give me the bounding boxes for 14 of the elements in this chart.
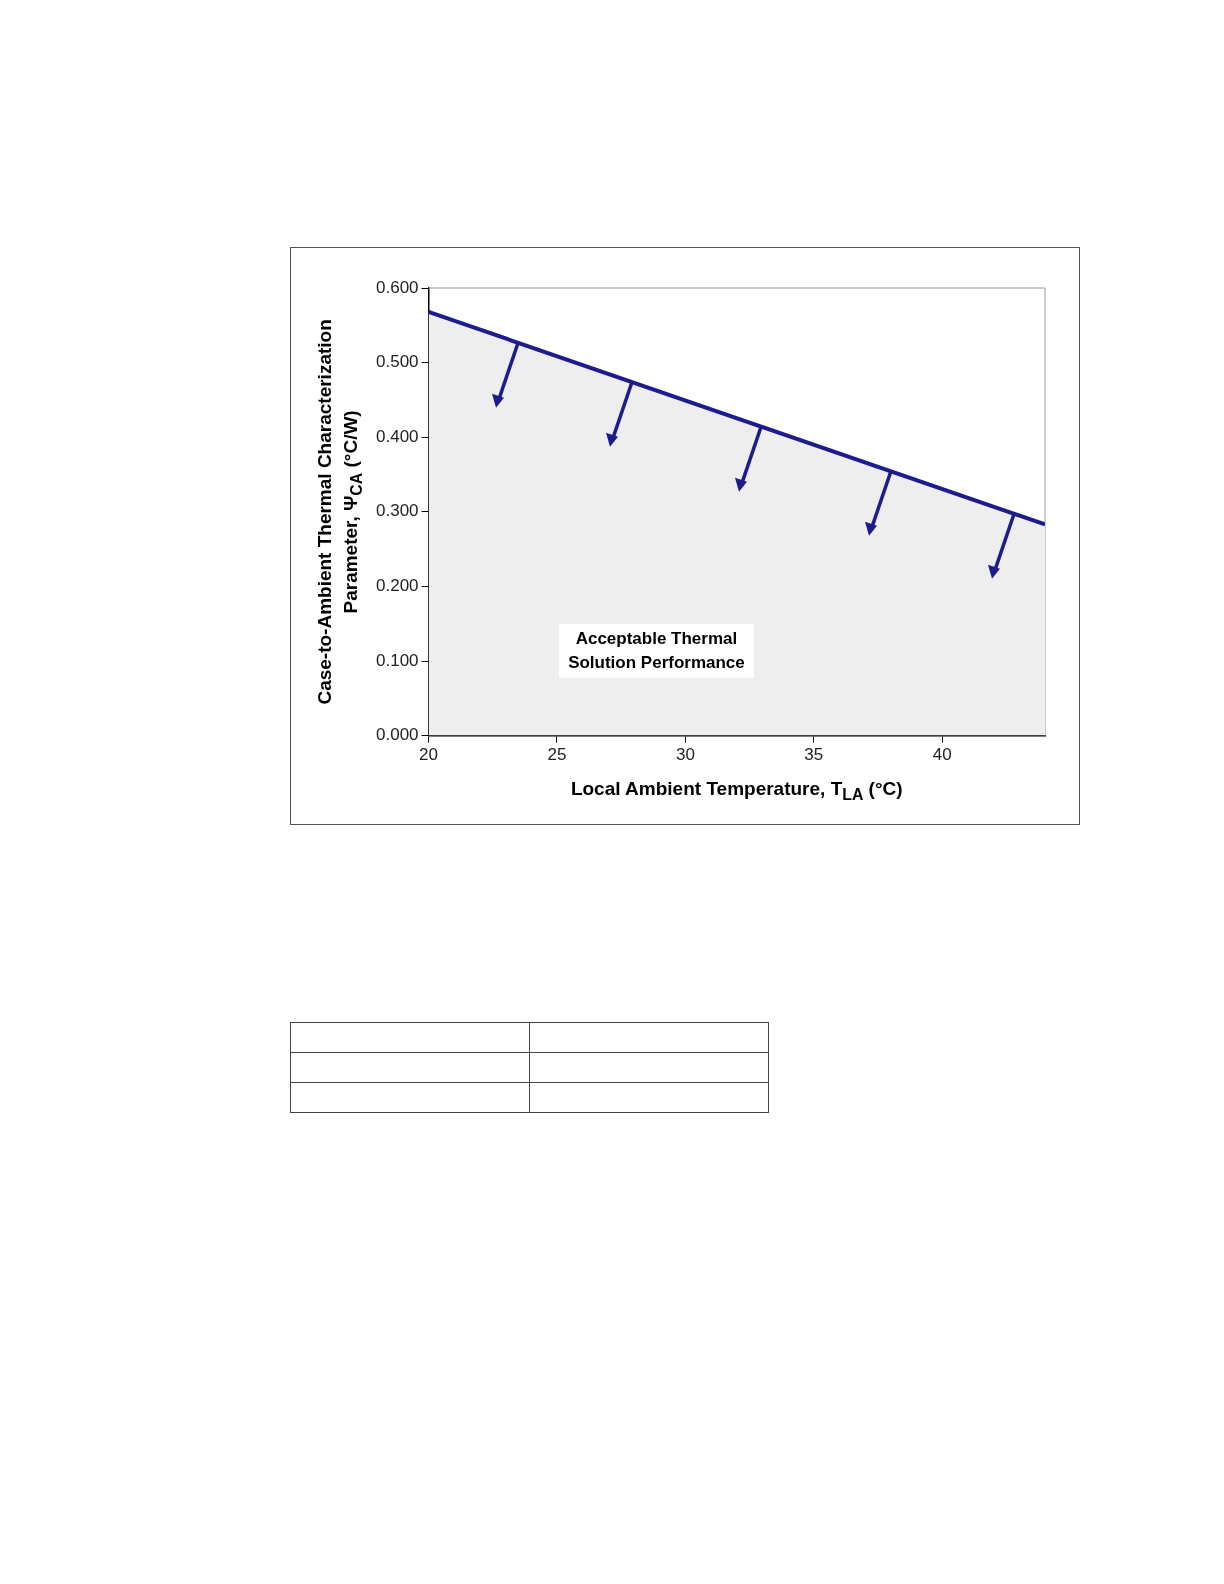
x-tick-label: 20	[419, 745, 438, 765]
x-axis-title: Local Ambient Temperature, T$_{LA}$ (°C)	[569, 777, 904, 804]
x-tick-label: 25	[547, 745, 567, 765]
y-tick-label: 0.500	[375, 352, 419, 372]
y-tick-label: 0.200	[375, 576, 419, 596]
y-tick-label: 0.300	[375, 501, 419, 521]
annotation: Acceptable Thermal Solution Performance	[559, 623, 754, 678]
x-tick-label: 40	[932, 745, 952, 765]
x-tick-label: 35	[804, 745, 824, 765]
y-tick-label: 0.100	[375, 650, 419, 670]
y-tick-label: 0.000	[375, 725, 419, 745]
y-tick-label: 0.600	[375, 277, 419, 297]
y-tick-label: 0.400	[375, 426, 419, 446]
x-tick-label: 30	[675, 745, 695, 765]
